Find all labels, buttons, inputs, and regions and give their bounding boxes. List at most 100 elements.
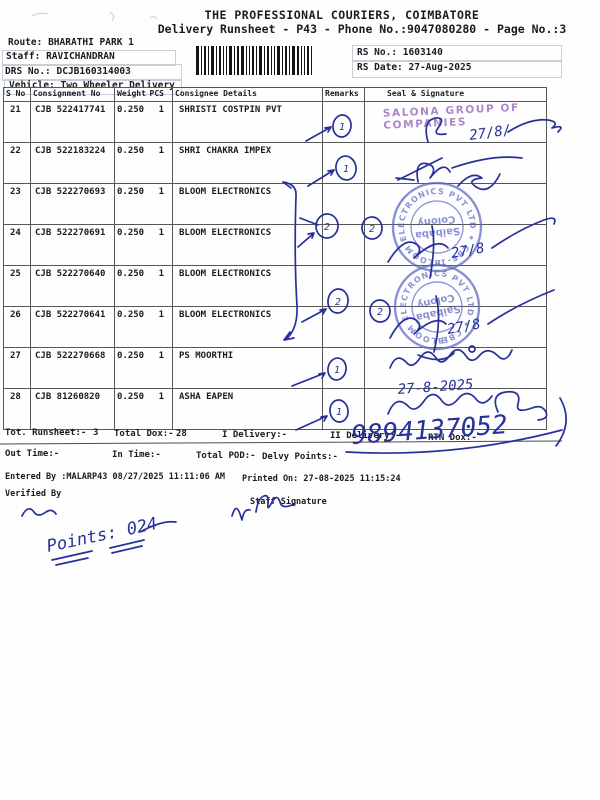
cell-seal [364, 142, 547, 184]
total-dox-value: 28 [176, 429, 187, 439]
cell-consignee: BLOOM ELECTRONICS [172, 306, 323, 348]
remark-mark-rows25-26: 2 2 [301, 288, 391, 323]
bloom-group-bracket [282, 181, 298, 341]
cell-pcs: 1 [158, 392, 164, 402]
cell-weight: 0.250 [117, 392, 145, 402]
cell-sno: 22 [3, 142, 31, 184]
remark-digit: 1 [339, 122, 345, 133]
cell-consignee: SHRI CHAKRA IMPEX [172, 142, 323, 184]
cell-sno: 24 [3, 224, 31, 266]
cell-consignment: CJB 522270668 [30, 347, 115, 389]
rs-date-label: RS Date: [357, 62, 403, 73]
remark-mark-row28: 1 [295, 399, 349, 431]
drs-box [2, 64, 182, 81]
cell-consignment: CJB 522183224 [30, 142, 115, 184]
staff-signature: N-M initials signature [231, 494, 295, 521]
cell-weight: 0.250 [117, 351, 145, 361]
cell-pcs: 1 [158, 228, 164, 238]
page-title: THE PROFESSIONAL COURIERS, COIMBATORE [204, 8, 480, 22]
page-subtitle: Delivery Runsheet - P43 - Phone No.:9047… [157, 22, 567, 36]
in-time-label: In Time:- [112, 450, 161, 460]
cell-weight: 0.250 [117, 228, 145, 238]
remark-digit: 1 [336, 407, 342, 418]
verified-by-label: Verified By [5, 489, 62, 499]
staff-value: RAVICHANDRAN [46, 51, 115, 62]
signature-row22: RTN [395, 156, 523, 191]
signature-rows25-26: 27/8 27/8 [389, 289, 555, 361]
rs-date-line: RS Date: 27-Aug-2025 [357, 62, 471, 73]
cell-sno: 23 [3, 183, 31, 225]
row21-date-text: 27/8/ [468, 122, 512, 144]
row2324-date-text: 27/8 [450, 240, 486, 262]
remark-digit: 2 [377, 307, 383, 318]
vehicle-line: Vehicle: Two Wheeler Delivery [9, 80, 175, 91]
header-weight: Weight [117, 89, 146, 98]
tot-runsheet-label: Tot. Runsheet:- [5, 428, 87, 438]
drs-label: DRS No.: [5, 66, 51, 77]
cell-weight: 0.250 [117, 310, 145, 320]
table-row: 25 CJB 522270640 0.250 1 BLOOM ELECTRONIC… [3, 265, 547, 307]
row27-date-text: 27-8-2025 [397, 377, 474, 398]
signature-row27-tamil: பிள்ளையன் (signature in Tamil) 27-8-2025 [389, 345, 513, 398]
cell-weight: 0.250 [117, 269, 145, 279]
table-row: 28 CJB 81260820 0.250 1 ASHA EAPEN [3, 388, 547, 430]
route-label: Route: [8, 37, 43, 48]
rtn-dox-label: RTN Dox:- [428, 433, 477, 443]
i-delivery-label: I Delivery:- [222, 430, 288, 440]
points-note: Points: 024 [45, 514, 177, 566]
remark-digit: 2 [324, 222, 330, 233]
tot-runsheet-value: 3 [93, 428, 99, 438]
cell-pcs: 1 [158, 105, 164, 115]
cell-pcs: 1 [158, 351, 164, 361]
bloom-stamp-center-2: Colony [416, 213, 456, 228]
cell-pcs: 1 [158, 310, 164, 320]
route-line: Route: BHARATHI PARK 1 [8, 37, 134, 48]
table-header-row: S No Consignment No Weight PCS Consignee … [3, 87, 547, 102]
rs-no-label: RS No.: [357, 47, 398, 58]
table-row: 27 CJB 522270668 0.250 1 PS MOORTHI [3, 347, 547, 389]
drs-value: DCJB160314003 [56, 66, 131, 77]
cell-consignment: CJB 81260820 [30, 388, 115, 430]
cell-seal [364, 388, 547, 430]
phone-number-text: 9894137052 [350, 410, 508, 451]
delvy-points-label: Delvy Points:- [262, 452, 338, 462]
points-note-text: Points: 024 [45, 514, 159, 557]
remark-mark-rows23-24: 2 2 [297, 213, 383, 248]
signature-rows23-24: 27/8 27/8 [387, 217, 556, 279]
cell-remarks [322, 306, 365, 348]
drs-line: DRS No.: DCJB160314003 [5, 66, 131, 77]
row2526-date-text: 27/8 [446, 316, 482, 338]
total-pod-label: Total POD:- [196, 451, 256, 461]
signature-row28-tamil: நாராயணன் (signature in Tamil) 9894137052 [345, 390, 567, 454]
staff-signature-label: Staff Signature [250, 497, 327, 507]
out-time-label: Out Time:- [5, 449, 60, 459]
cell-consignment: CJB 522417741 [30, 101, 115, 143]
rs-no-line: RS No.: 1603140 [357, 47, 443, 58]
route-value: BHARATHI PARK 1 [48, 37, 134, 48]
cell-pcs: 1 [158, 187, 164, 197]
verified-by-signature: small initials scribble [21, 507, 57, 517]
remark-digit: 1 [334, 365, 340, 376]
remark-digit: 2 [369, 224, 375, 235]
remark-digit: 2 [335, 297, 341, 308]
staff-line: Staff: RAVICHANDRAN [6, 51, 115, 62]
cell-seal [364, 101, 547, 143]
printed-on-line: Printed On: 27-08-2025 11:15:24 [242, 474, 401, 484]
rs-no-box [352, 45, 562, 62]
entered-by-line: Entered By :MALARP43 08/27/2025 11:11:06… [5, 472, 226, 482]
table-row: 26 CJB 522270641 0.250 1 BLOOM ELECTRONIC… [3, 306, 547, 348]
cell-seal [364, 224, 547, 266]
rs-date-box [352, 60, 562, 78]
table-row: 21 CJB 522417741 0.250 1 SHRISTI COSTPIN … [3, 101, 547, 143]
remark-mark-row27: 1 [291, 357, 347, 387]
cell-consignee: BLOOM ELECTRONICS [172, 224, 323, 266]
remark-mark-row21: 1 [305, 114, 352, 142]
cell-consignee: BLOOM ELECTRONICS [172, 265, 323, 307]
cell-weight: 0.250 [117, 146, 145, 156]
total-dox-label: Total Dox:- [114, 429, 174, 439]
cell-weight: 0.250 [117, 105, 145, 115]
